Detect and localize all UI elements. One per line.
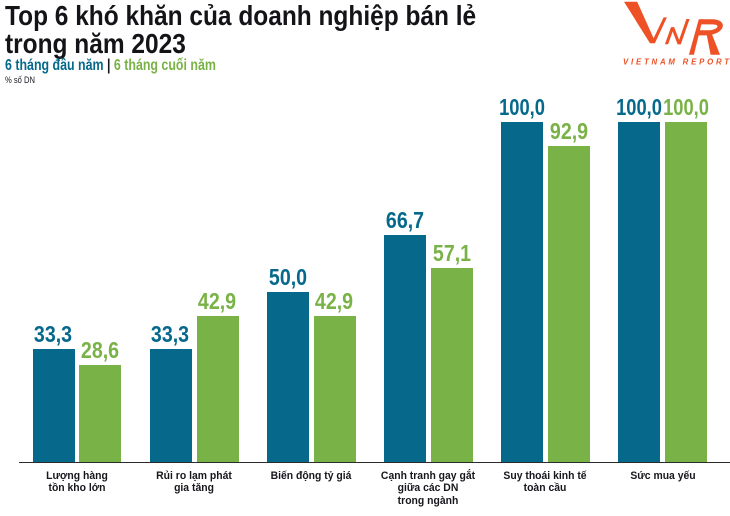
svg-text:VIETNAM REPORT: VIETNAM REPORT <box>623 57 730 66</box>
